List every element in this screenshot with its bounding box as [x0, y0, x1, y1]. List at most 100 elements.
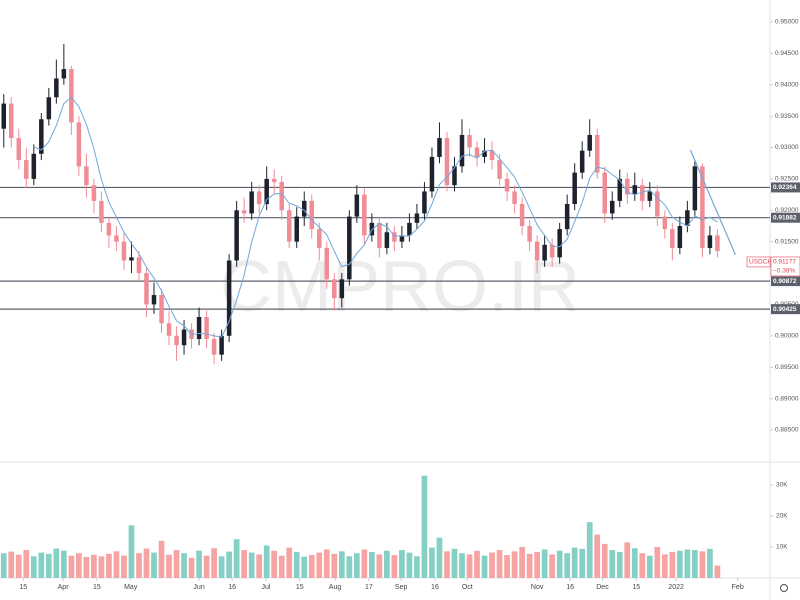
settings-icon[interactable] — [779, 583, 789, 593]
volume-bar — [436, 537, 443, 578]
moving-average — [33, 96, 718, 338]
candle-body — [685, 210, 690, 226]
candle-body — [174, 335, 179, 346]
volume-bar — [263, 545, 270, 578]
candle-body — [707, 235, 713, 248]
candle-body — [482, 150, 487, 157]
volume-bar — [414, 556, 420, 578]
volume-bar — [248, 552, 255, 578]
x-tick-label: 15 — [19, 584, 27, 591]
candle-body — [136, 257, 142, 274]
volume-bar — [444, 551, 450, 578]
volume-bar — [391, 555, 398, 578]
volume-bar — [541, 549, 548, 578]
candle-body — [640, 185, 645, 201]
x-tick-label: Feb — [732, 584, 744, 591]
volume-bar — [286, 547, 293, 578]
volume-bar — [323, 549, 330, 578]
candle-body — [241, 210, 247, 214]
candle-body — [332, 279, 337, 299]
symbol-tag — [746, 256, 771, 268]
volume-bar — [399, 550, 405, 578]
candle-body — [106, 222, 112, 236]
candle-body — [99, 200, 104, 223]
candle-body — [625, 178, 630, 195]
volume-bar — [676, 550, 683, 578]
volume-bar — [511, 551, 518, 578]
candle-body — [204, 316, 209, 339]
candle-body — [211, 338, 217, 355]
volume-bar — [406, 552, 413, 578]
volume-bar — [256, 554, 263, 578]
candle-body — [444, 138, 450, 186]
symbol-label: USDCHF — [749, 259, 776, 266]
level-label: 0.92364 — [773, 184, 797, 191]
volume-bar — [489, 552, 495, 578]
candle-body — [69, 69, 74, 123]
y-tick-label: 0.90000 — [775, 333, 799, 340]
level-label: 0.90872 — [773, 278, 797, 285]
volume-bar — [368, 551, 375, 578]
volume-bar — [308, 555, 315, 578]
candle-body — [572, 172, 577, 205]
volume-bar — [233, 539, 240, 578]
volume-bar — [218, 556, 225, 578]
candle-body — [437, 138, 442, 157]
candle-body — [76, 122, 82, 167]
candle-body — [594, 134, 600, 173]
candle-body — [46, 97, 52, 120]
volume-bar — [571, 547, 578, 578]
volume-bar — [166, 554, 172, 578]
volume-bar — [707, 548, 713, 578]
change-label: −0.38% — [773, 268, 795, 275]
volume-bar — [203, 555, 210, 578]
candle-body — [647, 191, 653, 201]
candle-body — [301, 200, 307, 217]
volume-bar — [338, 551, 345, 578]
x-tick-label: 15 — [632, 584, 640, 591]
candle-body — [542, 244, 547, 261]
volume-bar — [53, 548, 60, 578]
y-tick-label: 0.91500 — [775, 238, 799, 245]
candle-body — [271, 178, 277, 183]
y-tick-label: 0.93000 — [775, 144, 799, 151]
volume-bar — [181, 553, 187, 578]
volume-bar — [624, 542, 631, 578]
candle-body — [121, 241, 127, 261]
volume-bar — [556, 550, 563, 578]
level-tag — [771, 182, 800, 193]
volume-bar — [76, 553, 82, 578]
candle-body — [489, 150, 495, 161]
volume-bar — [459, 553, 465, 578]
candle-body — [219, 335, 224, 355]
candle-body — [549, 244, 555, 258]
candle-body — [196, 316, 202, 339]
volume-bar — [594, 534, 601, 578]
candle-body — [166, 323, 172, 336]
volume-bar — [474, 550, 480, 578]
x-tick-label: 2022 — [668, 584, 684, 591]
volume-bar — [151, 552, 157, 578]
candle-body — [354, 194, 360, 217]
candle-body — [264, 178, 269, 205]
volume-bar — [496, 550, 503, 578]
volume-bar — [68, 555, 75, 578]
y-tick-label: 0.95000 — [775, 19, 799, 26]
candle-body — [256, 191, 262, 205]
x-tick-label: 15 — [296, 584, 304, 591]
volume-bar — [346, 556, 353, 578]
volume-bar — [106, 553, 112, 578]
candle-body — [129, 257, 134, 261]
volume-bar — [121, 555, 127, 578]
candle-body — [84, 166, 89, 186]
candle-body — [399, 235, 405, 242]
candle-body — [31, 153, 37, 179]
volume-bar — [481, 555, 488, 578]
y-tick-label: 0.92000 — [775, 207, 799, 214]
volume-bar — [8, 551, 15, 578]
x-tick-label: 16 — [431, 584, 439, 591]
volume-bar — [616, 551, 623, 578]
volume-bar — [293, 551, 300, 578]
volume-bar — [23, 550, 30, 578]
